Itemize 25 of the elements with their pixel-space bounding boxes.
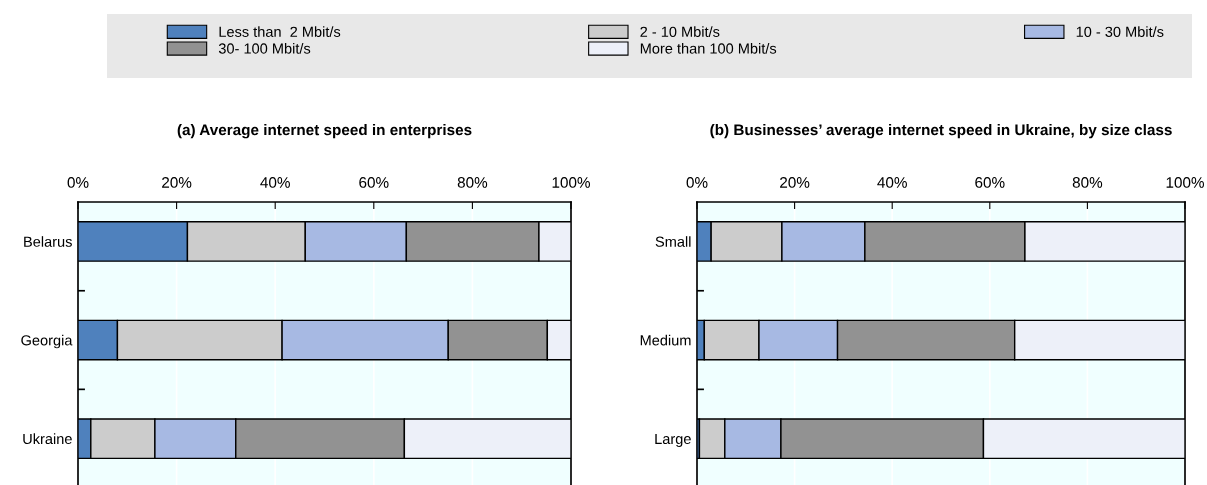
chart-title: (b) Businesses’ average internet speed in Ukraine, by size class [710,124,1172,139]
y-tick-label: Ukraine [23,433,72,445]
x-tick-label: 60% [359,177,389,188]
x-tick-label: 0% [67,177,89,188]
x-tick-label: 100% [552,177,590,188]
legend-label: 10 - 30 Mbit/s [1076,26,1164,37]
legend-label: Less than 2 Mbit/s [219,26,341,37]
y-tick-label: Large [655,433,691,447]
legend-label: 2 - 10 Mbit/s [640,26,720,37]
x-tick-label: 20% [780,177,810,188]
x-tick-label: 100% [1166,177,1204,188]
x-tick-label: 20% [162,177,192,188]
y-tick-label: Small [655,236,691,247]
x-tick-label: 40% [260,177,290,188]
chart-title: (a) Average internet speed in enterprises [177,124,472,139]
x-tick-label: 60% [975,177,1005,188]
x-tick-label: 0% [686,177,708,188]
y-tick-label: Belarus [24,236,72,247]
x-tick-label: 80% [457,177,488,188]
x-tick-label: 80% [1072,177,1103,188]
x-tick-label: 40% [877,177,907,188]
y-tick-label: Medium [640,334,691,346]
y-tick-label: Georgia [21,334,73,349]
legend-label: More than 100 Mbit/s [640,42,777,54]
legend-label: 30- 100 Mbit/s [218,42,311,54]
